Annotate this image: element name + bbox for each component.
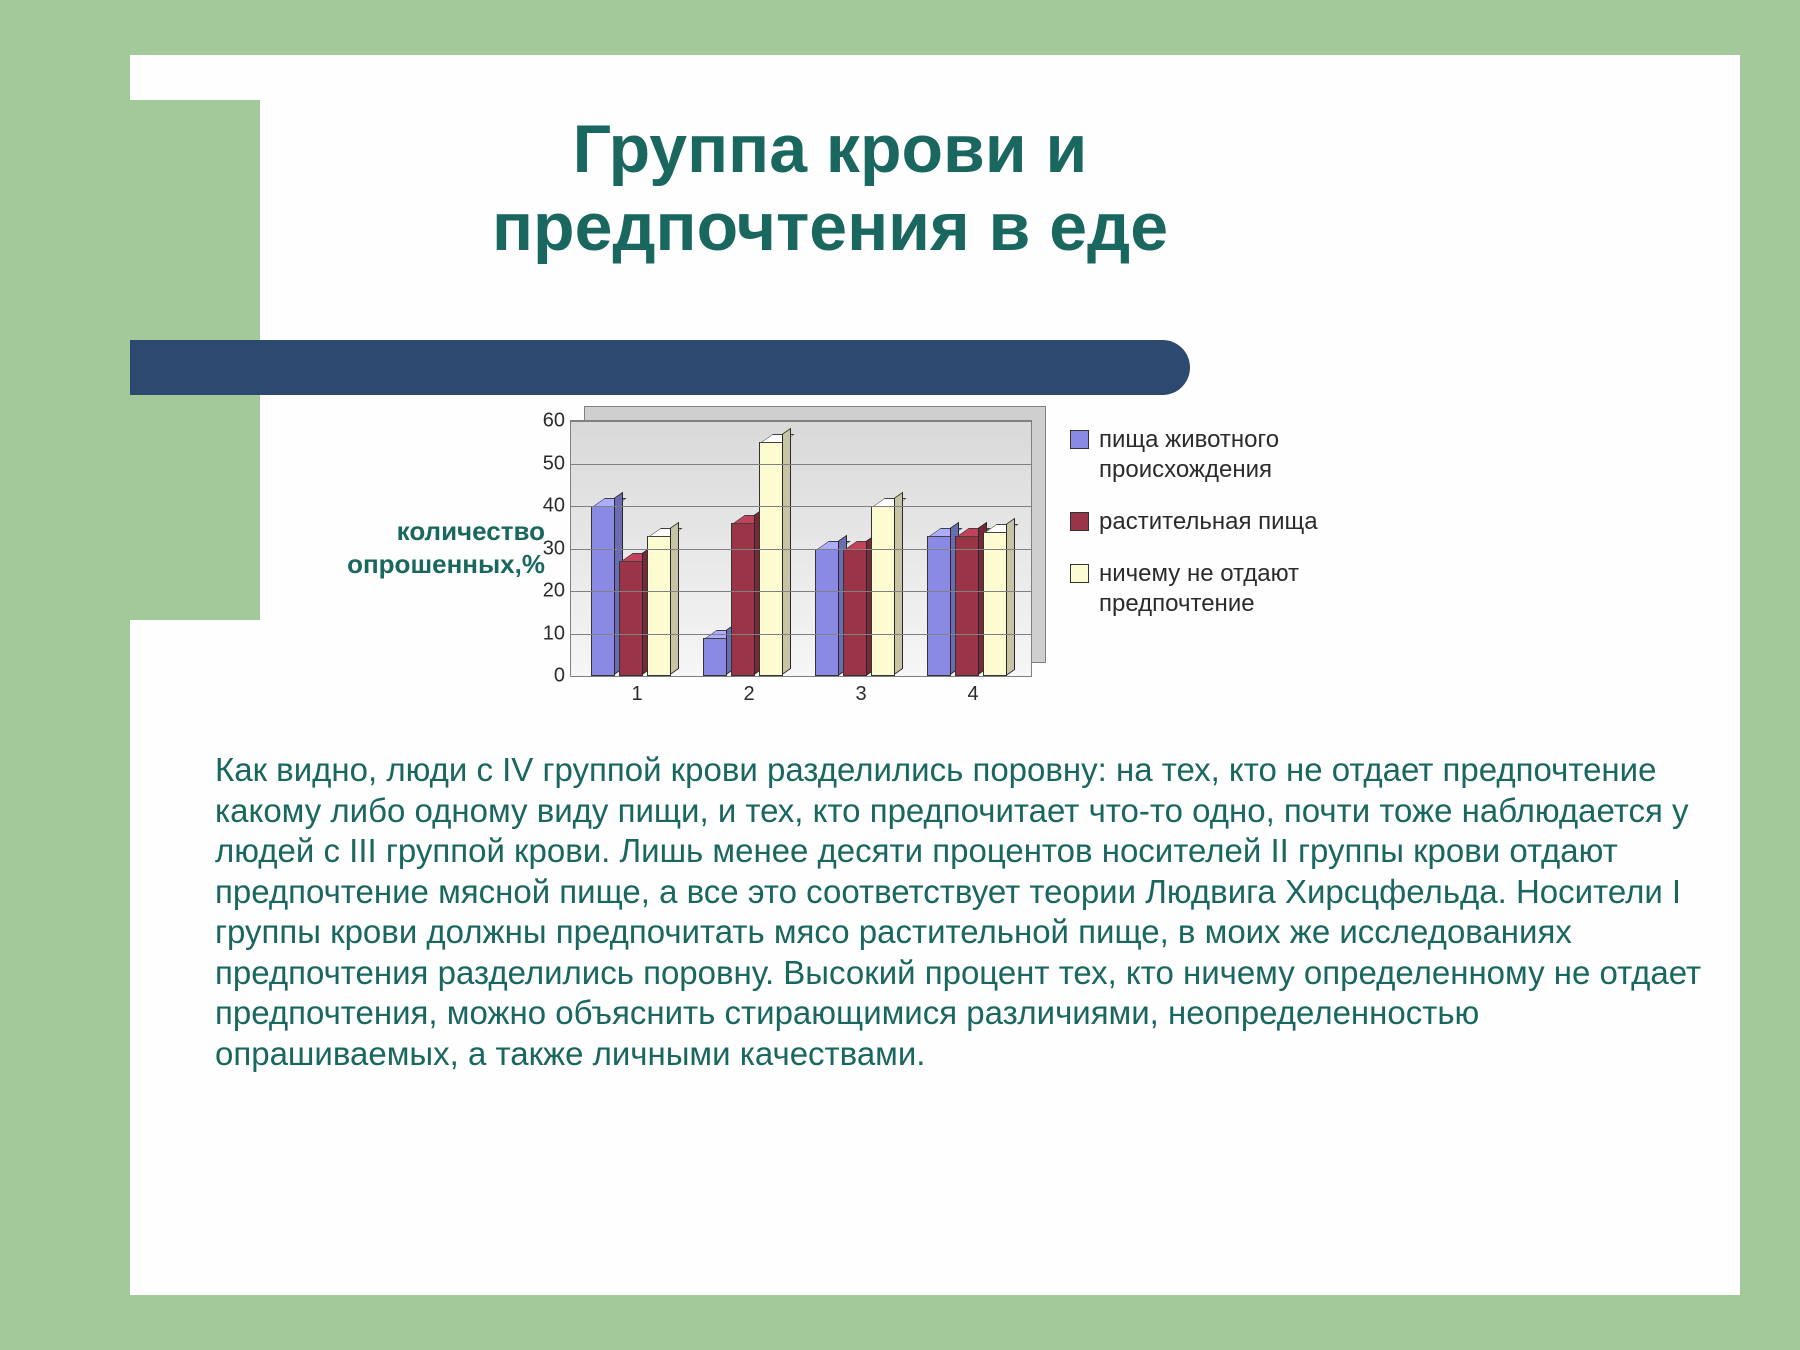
- legend-item: пища животного происхождения: [1070, 425, 1420, 485]
- bar: [843, 549, 867, 677]
- bar: [731, 523, 755, 676]
- accent-bar: [130, 340, 1190, 395]
- x-tick-label: 4: [933, 683, 1013, 706]
- grid-line: [571, 634, 1031, 635]
- bar: [647, 536, 671, 676]
- legend-label: пища животного происхождения: [1099, 425, 1420, 485]
- y-tick-label: 50: [535, 452, 565, 475]
- slide: Группа крови и предпочтения в еде количе…: [130, 55, 1740, 1295]
- slide-title: Группа крови и предпочтения в еде: [330, 110, 1330, 266]
- grid-line: [571, 506, 1031, 507]
- legend-swatch: [1070, 564, 1089, 583]
- x-tick-label: 2: [709, 683, 789, 706]
- x-tick-label: 1: [597, 683, 677, 706]
- legend-item: растительная пища: [1070, 507, 1420, 537]
- chart-legend: пища животного происхождения растительная…: [1070, 425, 1420, 641]
- grid-line: [571, 549, 1031, 550]
- bar: [955, 536, 979, 676]
- bar-chart: 01020304050601234: [560, 420, 1040, 730]
- chart-ylabel: количество опрошенных,%: [330, 515, 545, 580]
- legend-label: ничему не отдают предпочтение: [1099, 559, 1420, 619]
- bar: [703, 638, 727, 676]
- body-paragraph: Как видно, люди с IV группой крови разде…: [215, 750, 1715, 1075]
- bar: [815, 549, 839, 677]
- grid-line: [571, 591, 1031, 592]
- legend-label: растительная пища: [1099, 507, 1318, 537]
- bar: [619, 561, 643, 676]
- y-tick-label: 30: [535, 537, 565, 560]
- bar: [759, 442, 783, 676]
- legend-item: ничему не отдают предпочтение: [1070, 559, 1420, 619]
- grid-line: [571, 676, 1031, 677]
- y-tick-label: 0: [535, 665, 565, 688]
- bar: [983, 532, 1007, 677]
- y-tick-label: 60: [535, 410, 565, 433]
- legend-swatch: [1070, 512, 1089, 531]
- legend-swatch: [1070, 430, 1089, 449]
- y-tick-label: 10: [535, 622, 565, 645]
- chart-plot-area: 01020304050601234: [570, 420, 1032, 677]
- y-tick-label: 40: [535, 495, 565, 518]
- bar: [927, 536, 951, 676]
- grid-line: [571, 464, 1031, 465]
- x-tick-label: 3: [821, 683, 901, 706]
- grid-line: [571, 421, 1031, 422]
- y-tick-label: 20: [535, 580, 565, 603]
